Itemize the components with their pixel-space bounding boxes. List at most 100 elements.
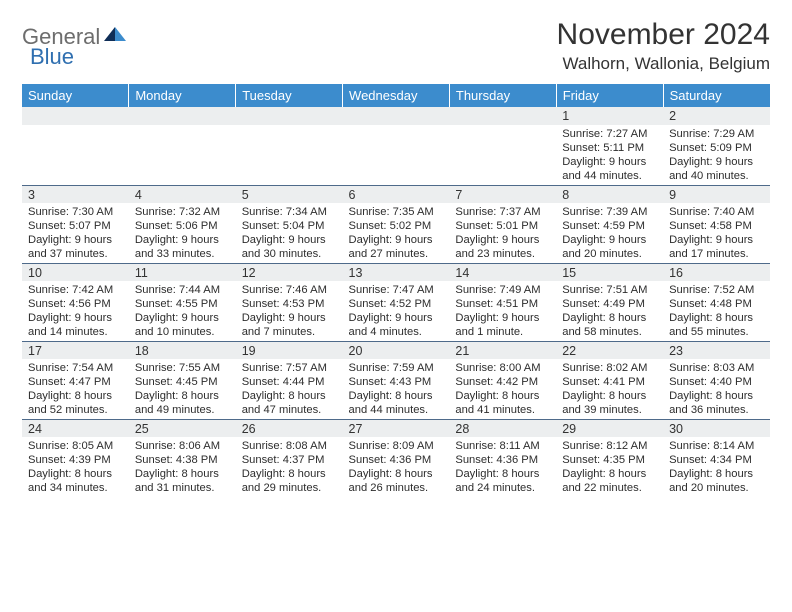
day-info: Sunrise: 8:08 AMSunset: 4:37 PMDaylight:… xyxy=(236,437,343,497)
sunset-text: Sunset: 4:38 PM xyxy=(135,453,230,467)
day-info: Sunrise: 8:06 AMSunset: 4:38 PMDaylight:… xyxy=(129,437,236,497)
logo-text-blue: Blue xyxy=(30,44,74,70)
sunset-text: Sunset: 5:01 PM xyxy=(455,219,550,233)
day-info: Sunrise: 8:12 AMSunset: 4:35 PMDaylight:… xyxy=(556,437,663,497)
sunset-text: Sunset: 4:52 PM xyxy=(349,297,444,311)
daylight-text-2: and 41 minutes. xyxy=(455,403,550,417)
sunrise-text: Sunrise: 7:49 AM xyxy=(455,283,550,297)
daylight-text-2: and 40 minutes. xyxy=(669,169,764,183)
daylight-text-1: Daylight: 8 hours xyxy=(669,311,764,325)
daylight-text-1: Daylight: 8 hours xyxy=(349,389,444,403)
daylight-text-2: and 44 minutes. xyxy=(349,403,444,417)
day-number: 28 xyxy=(449,419,556,437)
daylight-text-2: and 58 minutes. xyxy=(562,325,657,339)
sunset-text: Sunset: 4:43 PM xyxy=(349,375,444,389)
sunrise-text: Sunrise: 7:42 AM xyxy=(28,283,123,297)
sunset-text: Sunset: 4:36 PM xyxy=(455,453,550,467)
flag-icon xyxy=(104,27,126,48)
day-info: Sunrise: 7:32 AMSunset: 5:06 PMDaylight:… xyxy=(129,203,236,263)
sunrise-text: Sunrise: 7:46 AM xyxy=(242,283,337,297)
day-number: 17 xyxy=(22,341,129,359)
day-info: Sunrise: 7:42 AMSunset: 4:56 PMDaylight:… xyxy=(22,281,129,341)
daylight-text-1: Daylight: 8 hours xyxy=(28,467,123,481)
day-number: 27 xyxy=(343,419,450,437)
daylight-text-1: Daylight: 8 hours xyxy=(135,389,230,403)
sunset-text: Sunset: 4:55 PM xyxy=(135,297,230,311)
sunset-text: Sunset: 5:11 PM xyxy=(562,141,657,155)
daylight-text-2: and 7 minutes. xyxy=(242,325,337,339)
sunrise-text: Sunrise: 8:00 AM xyxy=(455,361,550,375)
weekday-header: Monday xyxy=(129,84,236,107)
day-info: Sunrise: 7:52 AMSunset: 4:48 PMDaylight:… xyxy=(663,281,770,341)
daylight-text-2: and 22 minutes. xyxy=(562,481,657,495)
weekday-header: Saturday xyxy=(663,84,770,107)
page-header: General November 2024 Walhorn, Wallonia,… xyxy=(22,18,770,74)
daylight-text-1: Daylight: 8 hours xyxy=(562,467,657,481)
month-title: November 2024 xyxy=(557,18,770,52)
day-number: 4 xyxy=(129,185,236,203)
sunrise-text: Sunrise: 7:32 AM xyxy=(135,205,230,219)
daylight-text-2: and 14 minutes. xyxy=(28,325,123,339)
day-info: Sunrise: 8:09 AMSunset: 4:36 PMDaylight:… xyxy=(343,437,450,497)
daylight-text-2: and 37 minutes. xyxy=(28,247,123,261)
day-number: 25 xyxy=(129,419,236,437)
daylight-text-2: and 17 minutes. xyxy=(669,247,764,261)
day-number: 30 xyxy=(663,419,770,437)
calendar-header-row: SundayMondayTuesdayWednesdayThursdayFrid… xyxy=(22,84,770,107)
sunset-text: Sunset: 4:53 PM xyxy=(242,297,337,311)
weekday-header: Thursday xyxy=(449,84,556,107)
day-number: 23 xyxy=(663,341,770,359)
calendar-table: SundayMondayTuesdayWednesdayThursdayFrid… xyxy=(22,84,770,497)
sunrise-text: Sunrise: 8:06 AM xyxy=(135,439,230,453)
sunset-text: Sunset: 4:48 PM xyxy=(669,297,764,311)
day-number xyxy=(22,107,129,125)
day-number: 24 xyxy=(22,419,129,437)
day-number: 6 xyxy=(343,185,450,203)
sunset-text: Sunset: 5:04 PM xyxy=(242,219,337,233)
sunrise-text: Sunrise: 7:37 AM xyxy=(455,205,550,219)
daylight-text-1: Daylight: 8 hours xyxy=(562,311,657,325)
sunset-text: Sunset: 5:09 PM xyxy=(669,141,764,155)
day-number: 10 xyxy=(22,263,129,281)
sunset-text: Sunset: 5:06 PM xyxy=(135,219,230,233)
daylight-text-1: Daylight: 9 hours xyxy=(242,233,337,247)
daylight-text-1: Daylight: 9 hours xyxy=(135,233,230,247)
daylight-text-1: Daylight: 9 hours xyxy=(28,311,123,325)
sunset-text: Sunset: 4:36 PM xyxy=(349,453,444,467)
sunrise-text: Sunrise: 8:14 AM xyxy=(669,439,764,453)
sunrise-text: Sunrise: 7:27 AM xyxy=(562,127,657,141)
day-number: 7 xyxy=(449,185,556,203)
day-info: Sunrise: 8:00 AMSunset: 4:42 PMDaylight:… xyxy=(449,359,556,419)
daylight-text-2: and 47 minutes. xyxy=(242,403,337,417)
day-number: 13 xyxy=(343,263,450,281)
day-info: Sunrise: 7:29 AMSunset: 5:09 PMDaylight:… xyxy=(663,125,770,185)
daylight-text-1: Daylight: 8 hours xyxy=(562,389,657,403)
daylight-text-1: Daylight: 9 hours xyxy=(455,233,550,247)
daylight-text-2: and 30 minutes. xyxy=(242,247,337,261)
sunrise-text: Sunrise: 8:03 AM xyxy=(669,361,764,375)
day-info: Sunrise: 8:11 AMSunset: 4:36 PMDaylight:… xyxy=(449,437,556,497)
daylight-text-1: Daylight: 8 hours xyxy=(455,467,550,481)
daylight-text-2: and 33 minutes. xyxy=(135,247,230,261)
sunset-text: Sunset: 4:35 PM xyxy=(562,453,657,467)
daylight-text-2: and 34 minutes. xyxy=(28,481,123,495)
weekday-header: Sunday xyxy=(22,84,129,107)
day-number: 8 xyxy=(556,185,663,203)
sunset-text: Sunset: 4:39 PM xyxy=(28,453,123,467)
daylight-text-1: Daylight: 8 hours xyxy=(242,389,337,403)
day-number: 16 xyxy=(663,263,770,281)
sunset-text: Sunset: 4:45 PM xyxy=(135,375,230,389)
sunrise-text: Sunrise: 7:39 AM xyxy=(562,205,657,219)
sunset-text: Sunset: 4:49 PM xyxy=(562,297,657,311)
sunrise-text: Sunrise: 7:35 AM xyxy=(349,205,444,219)
daylight-text-2: and 1 minute. xyxy=(455,325,550,339)
day-info: Sunrise: 8:03 AMSunset: 4:40 PMDaylight:… xyxy=(663,359,770,419)
daylight-text-2: and 23 minutes. xyxy=(455,247,550,261)
day-number: 14 xyxy=(449,263,556,281)
day-info: Sunrise: 8:14 AMSunset: 4:34 PMDaylight:… xyxy=(663,437,770,497)
daylight-text-2: and 36 minutes. xyxy=(669,403,764,417)
daylight-text-2: and 31 minutes. xyxy=(135,481,230,495)
day-info: Sunrise: 7:27 AMSunset: 5:11 PMDaylight:… xyxy=(556,125,663,185)
day-number: 29 xyxy=(556,419,663,437)
daylight-text-1: Daylight: 9 hours xyxy=(349,311,444,325)
